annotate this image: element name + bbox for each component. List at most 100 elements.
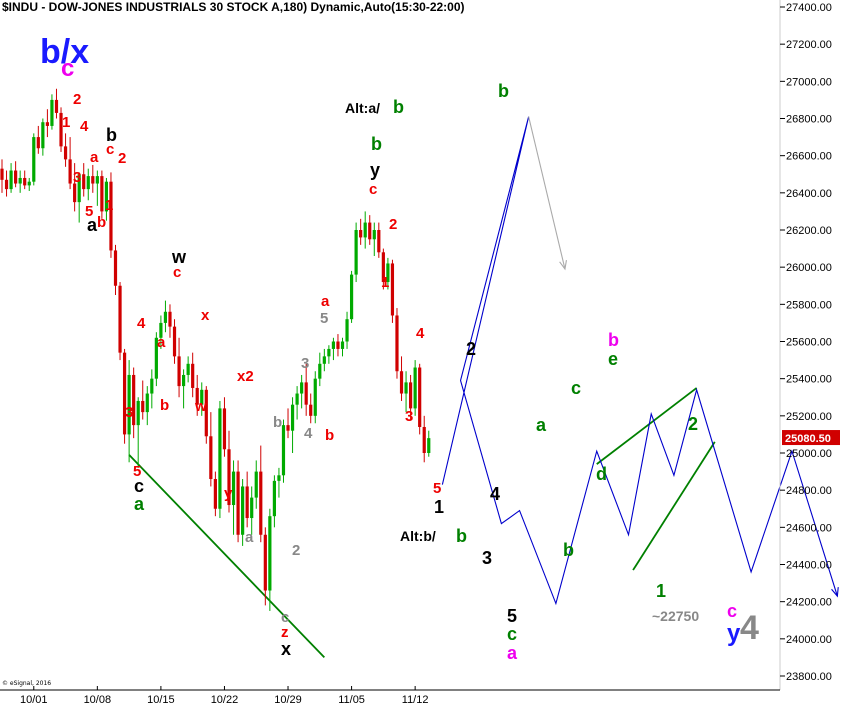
wave-label: b (498, 81, 509, 101)
wave-label: c (727, 601, 737, 621)
wave-label: 3 (301, 355, 309, 372)
wave-label: b (273, 414, 282, 431)
candle-body (354, 230, 358, 275)
date-tick-label: 10/22 (211, 694, 239, 706)
candle-body (145, 393, 149, 413)
wave-label: c (281, 609, 289, 626)
wave-label: 4 (304, 425, 313, 442)
wave-label: a (507, 643, 518, 663)
last-price-box (782, 430, 840, 446)
wave-label: y (224, 485, 233, 502)
wave-label: a (157, 334, 166, 351)
wave-label: c (571, 378, 581, 398)
candle-body (209, 436, 213, 480)
candle-body (250, 497, 254, 519)
candle-body (300, 382, 304, 394)
candle-body (91, 176, 95, 184)
candle-body (313, 378, 317, 416)
candle-body (427, 438, 431, 453)
candle-body (377, 230, 381, 253)
candle-body (104, 181, 109, 212)
candle-body (200, 389, 204, 405)
candle-body (395, 315, 399, 372)
candle-body (168, 311, 172, 327)
wave-label: w (171, 247, 187, 267)
candle-body (150, 378, 154, 394)
candle-body (418, 367, 422, 427)
price-tick-label: 25200.00 (786, 411, 832, 423)
price-tick-label: 24400.00 (786, 560, 832, 572)
candle-body (77, 174, 81, 203)
price-tick-label: 25600.00 (786, 337, 832, 349)
candle-body (318, 363, 322, 379)
wave-label: 2 (688, 414, 698, 434)
wave-label: 2 (118, 150, 126, 167)
alt-projection-line (528, 116, 566, 270)
date-tick-label: 10/15 (147, 694, 175, 706)
candle-body (213, 479, 217, 509)
candle-body (309, 404, 313, 416)
wave-label: 2 (389, 216, 397, 233)
wave-label: 2 (73, 91, 81, 108)
wave-label: b (371, 134, 382, 154)
candle-body (290, 404, 295, 431)
candle-body (372, 230, 376, 240)
candle-body (390, 263, 395, 316)
wave-label: x (281, 639, 291, 659)
date-tick-label: 10/08 (84, 694, 112, 706)
candle-body (23, 177, 27, 186)
candle-body (163, 311, 168, 323)
candle-body (236, 471, 240, 535)
wave-label: 5 (320, 310, 328, 327)
candle-body (345, 319, 349, 342)
wave-label: a (87, 215, 98, 235)
last-price-label: 25080.50 (785, 433, 831, 445)
candle-body (95, 176, 99, 184)
candle-body (322, 356, 326, 364)
wave-label: a (321, 293, 330, 310)
candle-body (368, 222, 372, 240)
wave-label: b (456, 526, 467, 546)
candle-body (241, 486, 245, 535)
trendline (596, 387, 698, 465)
wave-label: b/x (40, 33, 89, 71)
wave-label: 4 (137, 315, 146, 332)
price-tick-label: 24800.00 (786, 485, 832, 497)
candle-body (177, 356, 181, 387)
wave-label: 4 (490, 484, 500, 504)
candle-body (63, 146, 68, 160)
candle-body (118, 285, 122, 353)
wave-label: 3 (482, 548, 492, 568)
wave-label: 1 (656, 581, 666, 601)
candle-body (14, 170, 18, 184)
candle-body (340, 341, 345, 349)
wave-label: b (160, 397, 169, 414)
wave-label: c (106, 141, 114, 158)
wave-label: x2 (237, 368, 254, 385)
candle-body (295, 393, 299, 405)
trendline (632, 441, 716, 571)
price-tick-label: 25400.00 (786, 374, 832, 386)
candle-body (304, 382, 308, 405)
candle-body (259, 471, 263, 535)
candle-body (268, 516, 272, 591)
wave-label: b (608, 330, 619, 350)
wave-label: y (727, 620, 741, 647)
wave-label: z (281, 624, 289, 641)
candle-body (182, 374, 186, 387)
candle-body (109, 181, 113, 251)
candle-body (122, 352, 127, 435)
candle-body (113, 250, 118, 286)
wave-label: y (370, 160, 380, 180)
candle-body (159, 322, 163, 338)
wave-label: a (536, 415, 547, 435)
wave-label: b (393, 97, 404, 117)
candle-body (68, 159, 72, 184)
candle-body (127, 374, 131, 435)
wave-label: 4 (740, 609, 759, 647)
candle-body (100, 176, 104, 212)
trendline (128, 454, 325, 659)
candle-body (409, 382, 413, 409)
wave-label: x (201, 307, 210, 324)
candle-body (32, 137, 36, 182)
